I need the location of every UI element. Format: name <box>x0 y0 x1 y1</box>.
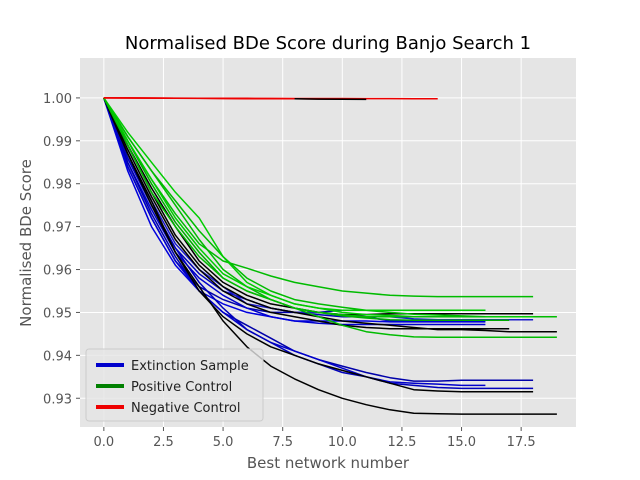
x-tick-label: 0.0 <box>94 435 115 450</box>
x-tick-label: 17.5 <box>507 435 536 450</box>
y-axis-title: Normalised BDe Score <box>17 159 35 327</box>
series-lines <box>103 97 557 415</box>
y-tick-label: 0.94 <box>43 349 72 364</box>
legend: Extinction Sample Positive Control Negat… <box>85 348 264 422</box>
series-line-9 <box>103 97 534 393</box>
legend-label-extinction-sample: Extinction Sample <box>131 359 249 374</box>
series-line-10 <box>103 97 557 333</box>
legend-label-positive-control: Positive Control <box>131 380 232 395</box>
series-line-3 <box>103 97 486 323</box>
y-tick-label: 1.00 <box>43 92 72 107</box>
y-tick-label: 0.96 <box>43 264 72 279</box>
series-line-12 <box>103 97 510 330</box>
x-tick-label: 5.0 <box>213 435 234 450</box>
chart-title: Normalised BDe Score during Banjo Search… <box>125 33 531 54</box>
x-axis-title: Best network number <box>247 454 410 472</box>
x-tick-label: 12.5 <box>387 435 416 450</box>
series-line-18 <box>103 97 486 312</box>
series-line-22 <box>103 97 438 100</box>
series-line-6 <box>103 97 486 387</box>
series-line-14 <box>103 97 557 339</box>
legend-label-negative-control: Negative Control <box>131 401 240 416</box>
y-tick-label: 0.99 <box>43 135 72 150</box>
x-tick-label: 10.0 <box>328 435 357 450</box>
x-tick-label: 15.0 <box>447 435 476 450</box>
series-line-19 <box>103 97 486 318</box>
series-line-23 <box>294 98 367 101</box>
y-tick-label: 0.95 <box>43 306 72 321</box>
legend-box <box>85 348 264 422</box>
y-tick-label: 0.93 <box>43 392 72 407</box>
axis-ticks: 0.0 2.5 5.0 7.5 10.0 12.5 15.0 17.5 0.93 0.94 0.95… <box>43 92 536 450</box>
y-tick-label: 0.98 <box>43 178 72 193</box>
x-tick-label: 2.5 <box>153 435 174 450</box>
x-tick-label: 7.5 <box>272 435 293 450</box>
series-line-13 <box>103 97 534 298</box>
y-tick-label: 0.97 <box>43 221 72 236</box>
